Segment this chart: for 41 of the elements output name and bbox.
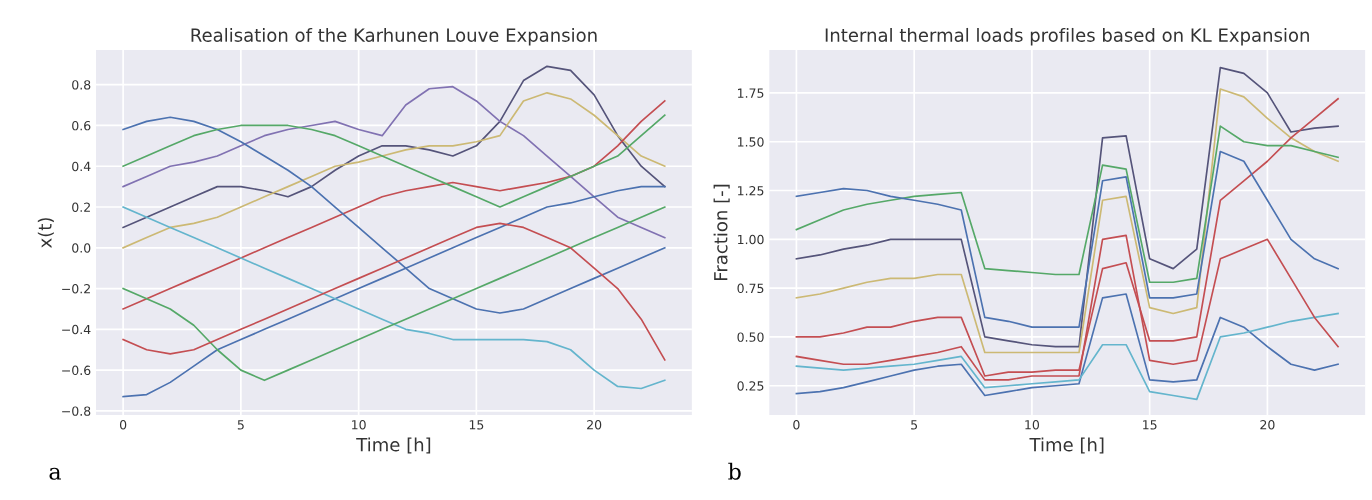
- line-series: [795, 312, 1339, 401]
- line-series: [795, 125, 1339, 284]
- y-tick-label: 0.4: [72, 161, 91, 172]
- line-series: [122, 114, 666, 208]
- x-axis-title: Time [h]: [1029, 437, 1104, 454]
- x-tick-label: 15: [469, 420, 484, 430]
- y-tick-label: 0.25: [737, 381, 764, 391]
- y-tick-label: −0.2: [62, 284, 90, 294]
- text: b: [728, 462, 741, 480]
- text: a: [49, 467, 61, 480]
- y-tick-label: −0.6: [62, 365, 91, 376]
- y-tick-label: 1.75: [738, 88, 764, 98]
- y-tick-label: 1.50: [738, 137, 764, 147]
- x-axis-title: Time [h]: [356, 437, 431, 454]
- x-tick-label: 0: [793, 420, 800, 430]
- chart-title: Realisation of the Karhunen Louve Expansion: [191, 27, 597, 46]
- y-tick-label: 0.75: [737, 283, 764, 294]
- y-tick-label: −0.8: [62, 406, 91, 416]
- y-tick-label: 1.00: [738, 234, 764, 245]
- x-tick-label: 0: [119, 420, 127, 430]
- line-series: [795, 293, 1339, 397]
- y-tick-label: 1.25: [738, 186, 764, 196]
- y-tick-label: 0.0: [72, 243, 91, 253]
- y-tick-label: −0.4: [62, 324, 91, 335]
- line-series: [122, 222, 666, 361]
- x-tick-label: 10: [352, 420, 366, 430]
- x-tick-label: 15: [1143, 420, 1157, 430]
- x-tick-label: 20: [1260, 420, 1275, 430]
- chart-title: Internal thermal loads profiles based on KL Expansion: [825, 27, 1309, 46]
- x-tick-label: 20: [587, 420, 602, 430]
- y-axis-title: x(t): [37, 218, 54, 248]
- y-tick-label: 0.8: [72, 80, 91, 90]
- line-series: [122, 65, 666, 229]
- y-tick-label: 0.6: [72, 120, 91, 131]
- x-tick-label: 5: [237, 420, 244, 430]
- line-series: [795, 150, 1339, 329]
- y-axis-title: Fraction [-]: [713, 184, 730, 280]
- x-tick-label: 10: [1025, 420, 1040, 430]
- x-tick-label: 5: [911, 420, 918, 430]
- y-tick-label: 0.50: [737, 332, 764, 342]
- y-tick-label: 0.2: [72, 202, 90, 212]
